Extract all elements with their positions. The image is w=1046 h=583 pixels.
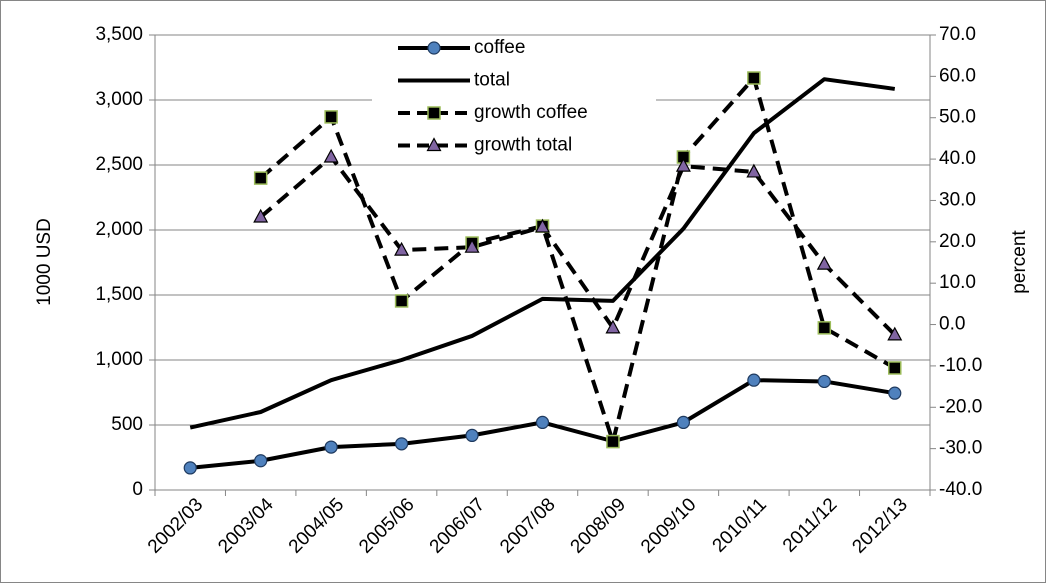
point <box>394 294 409 308</box>
y-axis-title: 1000 USD <box>34 218 55 306</box>
y2-tick-label: 30.0 <box>939 189 976 210</box>
point <box>324 110 338 124</box>
point <box>394 437 409 451</box>
point <box>675 157 691 172</box>
y-tick-label: 3,000 <box>95 89 143 110</box>
y2-tick-label: -30.0 <box>939 438 982 459</box>
y2-tick-label: 60.0 <box>939 65 976 86</box>
y2-axis-title: percent <box>1009 230 1030 294</box>
y2-tick-label: 20.0 <box>939 231 976 252</box>
point <box>747 71 761 85</box>
y-tick-label: 2,500 <box>95 154 143 175</box>
point <box>816 255 832 270</box>
point <box>817 374 831 389</box>
point <box>183 461 197 475</box>
legend-label: growth coffee <box>474 102 588 123</box>
y-tick-label: 1,000 <box>95 349 143 370</box>
y2-tick-label: 0.0 <box>939 314 965 335</box>
y2-tick-label: -20.0 <box>939 396 982 417</box>
legend-label: coffee <box>474 37 525 58</box>
y-tick-label: 3,500 <box>95 24 143 45</box>
y-tick-label: 1,500 <box>95 284 143 305</box>
point <box>534 218 551 233</box>
y-tick-label: 2,000 <box>95 219 143 240</box>
point <box>394 241 410 256</box>
legend: coffee total growth coffee growth total <box>372 36 656 160</box>
point <box>253 208 269 223</box>
point <box>324 440 338 454</box>
y2-tick-label: 10.0 <box>939 272 976 293</box>
legend-box <box>372 36 656 160</box>
plot-area <box>183 71 903 475</box>
point <box>426 137 442 152</box>
point <box>465 428 479 442</box>
point <box>253 171 268 185</box>
point <box>427 41 441 55</box>
legend-label: total <box>474 70 510 91</box>
point <box>535 415 550 429</box>
point <box>888 386 902 400</box>
y-tick-label: 500 <box>111 414 143 435</box>
y2-tick-label: -10.0 <box>939 355 982 376</box>
series-line <box>189 77 896 430</box>
point <box>747 373 761 387</box>
point <box>427 106 441 120</box>
point <box>323 148 339 163</box>
point <box>746 163 762 178</box>
y-tick-label: 0 <box>132 479 143 500</box>
point <box>817 321 832 335</box>
y2-tick-label: -40.0 <box>939 479 982 500</box>
y2-tick-label: 40.0 <box>939 148 976 169</box>
point <box>254 454 268 468</box>
point <box>888 361 902 375</box>
series-line <box>259 155 897 337</box>
point <box>676 415 691 429</box>
point <box>887 326 903 341</box>
y2-tick-label: 50.0 <box>939 107 976 128</box>
point <box>464 238 480 253</box>
legend-label: growth total <box>474 135 572 156</box>
point <box>605 319 621 334</box>
y2-tick-label: 70.0 <box>939 24 976 45</box>
point <box>606 434 620 449</box>
